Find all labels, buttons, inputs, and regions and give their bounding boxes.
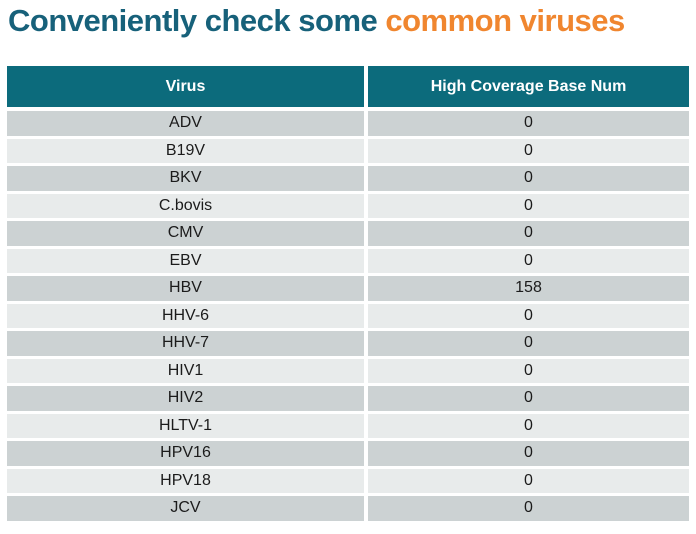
coverage-value-cell: 0: [368, 358, 689, 383]
virus-name-cell: EBV: [7, 248, 364, 273]
coverage-value-cell: 0: [368, 303, 689, 328]
table-row: HPV18 0: [7, 468, 689, 493]
virus-name-cell: ADV: [7, 111, 364, 136]
table-row: ADV 0: [7, 111, 689, 136]
table-row: BKV 0: [7, 166, 689, 191]
virus-name-cell: HIV1: [7, 358, 364, 383]
coverage-value-cell: 0: [368, 193, 689, 218]
coverage-value-cell: 0: [368, 496, 689, 521]
coverage-value-cell: 0: [368, 111, 689, 136]
coverage-value-cell: 0: [368, 138, 689, 163]
table-row: HHV-6 0: [7, 303, 689, 328]
virus-name-cell: HHV-7: [7, 331, 364, 356]
virus-name-cell: BKV: [7, 166, 364, 191]
virus-name-cell: JCV: [7, 496, 364, 521]
virus-name-cell: C.bovis: [7, 193, 364, 218]
virus-name-cell: HHV-6: [7, 303, 364, 328]
page-title-main: Conveniently check some: [8, 3, 378, 38]
coverage-value-cell: 0: [368, 248, 689, 273]
virus-name-cell: HBV: [7, 276, 364, 301]
table-row: C.bovis 0: [7, 193, 689, 218]
coverage-value-cell: 0: [368, 441, 689, 466]
coverage-value-cell: 158: [368, 276, 689, 301]
table-row: JCV 0: [7, 496, 689, 521]
table-row: HLTV-1 0: [7, 413, 689, 438]
column-header-high-coverage-base-num: High Coverage Base Num: [368, 66, 689, 107]
page-title: Conveniently check some common viruses: [8, 4, 696, 38]
table-row: B19V 0: [7, 138, 689, 163]
table-row: HIV2 0: [7, 386, 689, 411]
table-row: HIV1 0: [7, 358, 689, 383]
coverage-value-cell: 0: [368, 221, 689, 246]
virus-name-cell: HLTV-1: [7, 413, 364, 438]
virus-name-cell: HPV18: [7, 468, 364, 493]
virus-name-cell: B19V: [7, 138, 364, 163]
coverage-value-cell: 0: [368, 166, 689, 191]
page-title-highlight: common viruses: [385, 3, 625, 38]
virus-coverage-table: Virus High Coverage Base Num ADV 0 B19V …: [7, 66, 689, 521]
table-row: HPV16 0: [7, 441, 689, 466]
table-header-row: Virus High Coverage Base Num: [7, 66, 689, 107]
virus-name-cell: CMV: [7, 221, 364, 246]
table-row: EBV 0: [7, 248, 689, 273]
coverage-value-cell: 0: [368, 386, 689, 411]
table-row: CMV 0: [7, 221, 689, 246]
coverage-value-cell: 0: [368, 413, 689, 438]
virus-name-cell: HIV2: [7, 386, 364, 411]
table-row: HBV 158: [7, 276, 689, 301]
virus-name-cell: HPV16: [7, 441, 364, 466]
coverage-value-cell: 0: [368, 331, 689, 356]
table-row: HHV-7 0: [7, 331, 689, 356]
coverage-value-cell: 0: [368, 468, 689, 493]
column-header-virus: Virus: [7, 66, 364, 107]
